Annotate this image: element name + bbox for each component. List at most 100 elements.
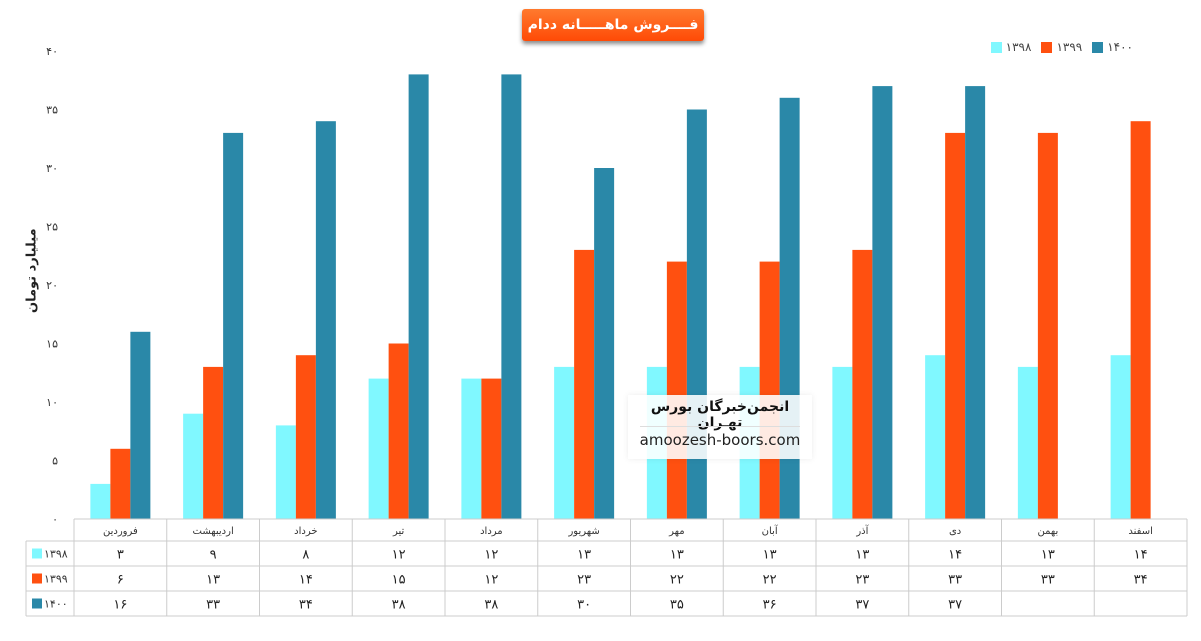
x-tick-label: بهمن <box>1037 526 1058 537</box>
x-tick-label: خرداد <box>294 526 317 537</box>
watermark-divider <box>640 426 800 427</box>
bar <box>1110 355 1131 519</box>
data-label: ۲۳ <box>577 573 591 588</box>
data-label: ۱۲ <box>484 548 498 563</box>
data-label: ۱۳ <box>1041 548 1055 563</box>
data-label: ۳۳ <box>948 573 962 588</box>
bar <box>315 121 336 519</box>
data-label: ۱۴ <box>1134 548 1148 563</box>
data-label: ۳۸ <box>392 598 406 613</box>
data-label: ۱۳ <box>206 573 220 588</box>
y-tick-label: ۳۵ <box>46 104 58 117</box>
bar <box>1037 132 1058 519</box>
data-label: ۱۶ <box>113 598 127 613</box>
bar <box>666 261 687 519</box>
data-label: ۶ <box>117 573 124 588</box>
data-label: ۳۴ <box>1134 573 1148 588</box>
watermark: انجمن‌خبرگان بورس تهـران amoozesh-boors.… <box>628 395 812 459</box>
bar <box>90 483 111 519</box>
data-label: ۳۰ <box>577 598 591 613</box>
bar <box>183 413 204 519</box>
x-tick-label: آذر <box>855 524 869 537</box>
bar <box>925 355 946 519</box>
data-label: ۲۲ <box>670 573 684 588</box>
watermark-title: انجمن‌خبرگان بورس تهـران <box>650 399 790 431</box>
bar <box>223 132 244 519</box>
legend-entry: ۱۳۹۸ <box>990 40 1032 54</box>
y-tick-label: ۳۰ <box>46 162 58 175</box>
table-row-label: ۱۳۹۸ <box>44 548 68 561</box>
data-label: ۳۸ <box>484 598 498 613</box>
data-label: ۲۳ <box>855 573 869 588</box>
data-label: ۱۲ <box>484 573 498 588</box>
y-tick-label: ۲۰ <box>46 279 58 292</box>
bar <box>1017 366 1038 519</box>
data-label: ۹ <box>210 548 217 563</box>
data-label: ۱۳ <box>577 548 591 563</box>
table-legend-swatch <box>32 598 42 609</box>
x-tick-label: مهر <box>668 526 684 537</box>
table-legend-swatch <box>32 573 42 584</box>
y-tick-label: ۵ <box>52 455 58 468</box>
x-tick-label: فروردین <box>103 526 138 537</box>
data-label: ۸ <box>302 548 309 563</box>
data-label: ۳۷ <box>948 598 962 613</box>
data-table: فروردین اردیبهشت خرداد تیر مرداد شهریور مهر آبا… <box>25 518 1188 617</box>
bar <box>295 355 316 519</box>
data-label: ۳۳ <box>206 598 220 613</box>
bar <box>501 74 522 520</box>
legend-label: ۱۴۰۰ <box>1107 40 1133 54</box>
data-label: ۱۵ <box>392 573 406 588</box>
data-label: ۳۶ <box>763 598 777 613</box>
data-label: ۳۴ <box>299 598 313 613</box>
legend-label: ۱۳۹۹ <box>1056 40 1083 54</box>
legend-swatch <box>990 41 1002 53</box>
bar <box>461 378 482 519</box>
table-row-label: ۱۳۹۹ <box>44 573 68 586</box>
data-label: ۳ <box>117 548 124 563</box>
legend-entry: ۱۳۹۹ <box>1041 40 1082 54</box>
y-tick-label: ۰ <box>52 513 58 526</box>
bar <box>574 249 595 519</box>
x-tick-label: تیر <box>392 526 405 537</box>
data-label: ۳۷ <box>855 598 869 613</box>
bar <box>130 331 151 519</box>
data-label: ۳۳ <box>1041 573 1055 588</box>
data-label: ۱۴ <box>948 548 962 563</box>
watermark-url: amoozesh-boors.com <box>639 431 801 449</box>
data-label: ۳۵ <box>670 598 684 613</box>
legend-swatch <box>1092 41 1104 53</box>
bar <box>110 448 131 519</box>
bar <box>872 86 893 519</box>
bar <box>481 378 502 519</box>
legend: ۱۳۹۸ ۱۳۹۹ ۱۴۰۰ <box>990 40 1133 54</box>
y-tick-label: ۲۵ <box>46 221 58 234</box>
bar <box>945 132 966 519</box>
legend-label: ۱۳۹۸ <box>1005 40 1032 54</box>
legend-entry: ۱۴۰۰ <box>1092 40 1133 54</box>
table-legend-swatch <box>32 548 42 559</box>
bar <box>759 261 780 519</box>
bar <box>275 425 296 519</box>
data-label: ۱۴ <box>299 573 313 588</box>
bars <box>90 74 1151 520</box>
x-tick-label: آبان <box>762 524 779 537</box>
bar <box>388 343 409 519</box>
x-tick-label: شهریور <box>567 526 599 537</box>
bar <box>852 249 873 519</box>
x-tick-label: اردیبهشت <box>193 526 234 537</box>
bar <box>368 378 389 519</box>
bar <box>1130 121 1151 519</box>
data-label: ۱۲ <box>392 548 406 563</box>
y-tick-label: ۱۵ <box>46 338 58 351</box>
bar <box>554 366 575 519</box>
x-tick-label: مرداد <box>480 526 503 537</box>
axes: ۰ ۵ ۱۰ ۱۵ ۲۰ ۲۵ ۳۰ ۳۵ ۴۰ <box>46 45 58 526</box>
data-label: ۱۳ <box>670 548 684 563</box>
bar <box>965 86 986 519</box>
bar <box>832 366 853 519</box>
x-tick-label: اسفند <box>1128 526 1152 537</box>
bar <box>408 74 429 520</box>
y-tick-label: ۱۰ <box>46 396 58 409</box>
